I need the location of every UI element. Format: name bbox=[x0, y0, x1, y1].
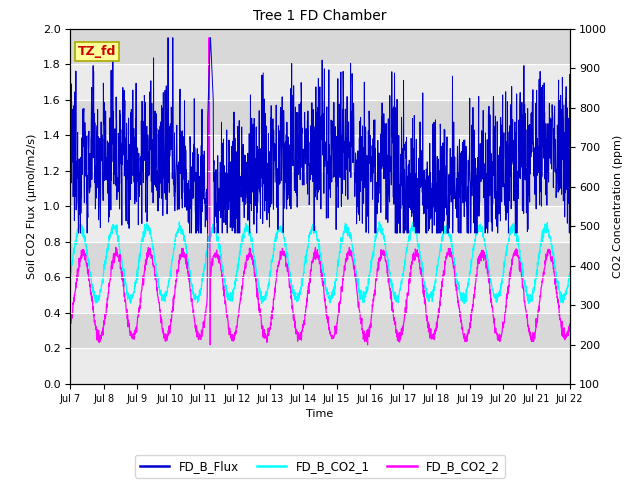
FD_B_Flux bbox=[566, 72, 573, 77]
FD_B_CO2_1 bbox=[552, 264, 559, 269]
FD_B_Flux bbox=[67, 178, 74, 183]
Legend: FD_B_Flux, FD_B_CO2_1, FD_B_CO2_2: FD_B_Flux, FD_B_CO2_1, FD_B_CO2_2 bbox=[135, 455, 505, 478]
Bar bbox=[70, 242, 570, 277]
FD_B_CO2_1 bbox=[376, 219, 383, 225]
FD_B_CO2_1 bbox=[296, 292, 304, 298]
FD_B_CO2_2 bbox=[67, 320, 74, 326]
FD_B_CO2_1 bbox=[460, 298, 468, 303]
FD_B_CO2_1 bbox=[67, 268, 74, 274]
FD_B_CO2_2 bbox=[460, 333, 468, 338]
FD_B_CO2_2 bbox=[310, 256, 317, 262]
FD_B_CO2_1 bbox=[309, 223, 317, 228]
FD_B_CO2_1 bbox=[566, 271, 573, 276]
FD_B_Flux bbox=[552, 169, 559, 175]
FD_B_CO2_2 bbox=[205, 35, 213, 40]
FD_B_Flux bbox=[296, 166, 304, 172]
Bar bbox=[70, 100, 570, 135]
Text: TZ_fd: TZ_fd bbox=[78, 45, 116, 58]
FD_B_CO2_2 bbox=[296, 335, 304, 340]
Bar bbox=[70, 29, 570, 64]
Bar bbox=[70, 171, 570, 206]
FD_B_CO2_2 bbox=[207, 342, 214, 348]
FD_B_CO2_2 bbox=[566, 321, 573, 327]
FD_B_CO2_1 bbox=[525, 301, 532, 307]
Line: FD_B_CO2_1: FD_B_CO2_1 bbox=[70, 222, 570, 304]
X-axis label: Time: Time bbox=[307, 409, 333, 419]
FD_B_Flux bbox=[552, 136, 559, 142]
Y-axis label: CO2 Concentration (ppm): CO2 Concentration (ppm) bbox=[613, 135, 623, 278]
FD_B_CO2_2 bbox=[552, 279, 559, 285]
Line: FD_B_Flux: FD_B_Flux bbox=[70, 37, 570, 233]
Line: FD_B_CO2_2: FD_B_CO2_2 bbox=[70, 37, 570, 345]
FD_B_CO2_2 bbox=[92, 325, 100, 331]
Y-axis label: Soil CO2 Flux (μmol/m2/s): Soil CO2 Flux (μmol/m2/s) bbox=[28, 134, 37, 279]
FD_B_CO2_2 bbox=[552, 276, 559, 282]
FD_B_CO2_1 bbox=[92, 300, 100, 306]
Bar bbox=[70, 313, 570, 348]
Title: Tree 1 FD Chamber: Tree 1 FD Chamber bbox=[253, 10, 387, 24]
FD_B_Flux bbox=[310, 129, 317, 134]
FD_B_Flux bbox=[92, 195, 100, 201]
FD_B_Flux bbox=[74, 230, 82, 236]
FD_B_Flux bbox=[164, 35, 172, 40]
FD_B_Flux bbox=[460, 137, 468, 143]
FD_B_CO2_1 bbox=[552, 267, 559, 273]
